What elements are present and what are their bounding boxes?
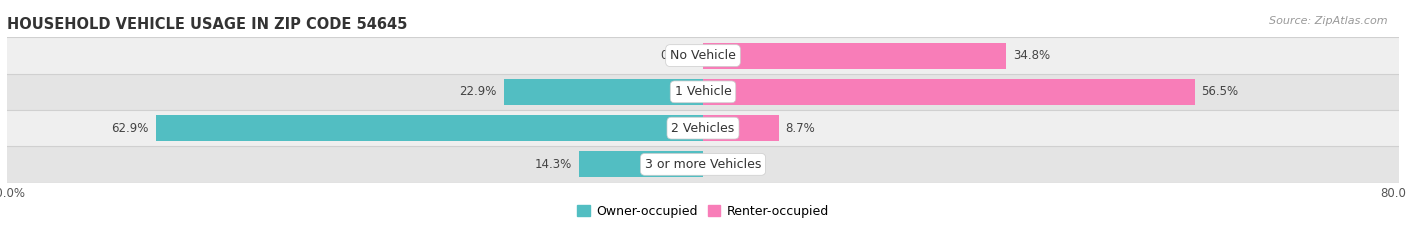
Bar [7, 74, 1399, 110]
Bar [579, 151, 703, 177]
Bar [703, 43, 1005, 69]
Text: 0.0%: 0.0% [661, 49, 690, 62]
Text: 22.9%: 22.9% [460, 85, 496, 98]
Bar [703, 79, 1195, 105]
Bar [7, 110, 1399, 146]
Text: 3 or more Vehicles: 3 or more Vehicles [645, 158, 761, 171]
Bar [7, 37, 1399, 74]
Text: No Vehicle: No Vehicle [671, 49, 735, 62]
Text: HOUSEHOLD VEHICLE USAGE IN ZIP CODE 54645: HOUSEHOLD VEHICLE USAGE IN ZIP CODE 5464… [7, 17, 408, 32]
Text: Source: ZipAtlas.com: Source: ZipAtlas.com [1270, 16, 1388, 26]
Text: 0.0%: 0.0% [716, 158, 745, 171]
Text: 56.5%: 56.5% [1202, 85, 1239, 98]
Text: 34.8%: 34.8% [1012, 49, 1050, 62]
Bar [703, 115, 779, 141]
Text: 8.7%: 8.7% [786, 122, 815, 135]
Bar [156, 115, 703, 141]
Legend: Owner-occupied, Renter-occupied: Owner-occupied, Renter-occupied [572, 200, 834, 223]
Text: 14.3%: 14.3% [534, 158, 572, 171]
Bar [503, 79, 703, 105]
Text: 2 Vehicles: 2 Vehicles [672, 122, 734, 135]
Text: 62.9%: 62.9% [111, 122, 149, 135]
Bar [7, 146, 1399, 183]
Text: 1 Vehicle: 1 Vehicle [675, 85, 731, 98]
